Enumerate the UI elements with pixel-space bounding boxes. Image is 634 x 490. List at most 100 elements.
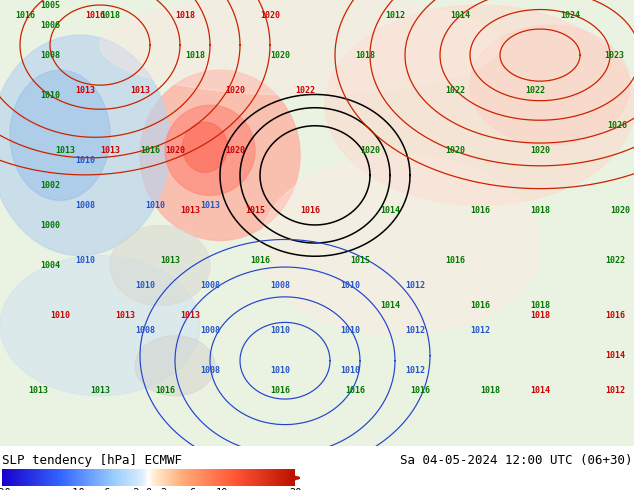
Ellipse shape — [100, 0, 500, 95]
Text: 1013: 1013 — [160, 256, 180, 265]
Text: 1016: 1016 — [470, 301, 490, 310]
Text: 1000: 1000 — [40, 221, 60, 230]
Text: 1026: 1026 — [607, 121, 627, 130]
Text: 1013: 1013 — [180, 206, 200, 215]
Text: 1018: 1018 — [530, 206, 550, 215]
Text: 6: 6 — [190, 488, 195, 490]
Text: 1018: 1018 — [530, 311, 550, 320]
Text: 1008: 1008 — [200, 281, 220, 290]
Text: 1010: 1010 — [145, 201, 165, 210]
Text: -2: -2 — [127, 488, 140, 490]
Text: 1015: 1015 — [245, 206, 265, 215]
Text: 1012: 1012 — [405, 366, 425, 375]
Text: 1020: 1020 — [260, 10, 280, 20]
Text: 1014: 1014 — [605, 351, 625, 360]
Text: 1010: 1010 — [340, 281, 360, 290]
Text: 1010: 1010 — [340, 326, 360, 335]
Text: 1008: 1008 — [75, 201, 95, 210]
Text: 1018: 1018 — [185, 50, 205, 60]
Text: 1018: 1018 — [530, 301, 550, 310]
Text: 1013: 1013 — [75, 86, 95, 95]
Text: 1010: 1010 — [50, 311, 70, 320]
Text: 1010: 1010 — [270, 366, 290, 375]
Ellipse shape — [0, 255, 200, 396]
Text: 1020: 1020 — [225, 146, 245, 155]
Ellipse shape — [10, 70, 110, 200]
Text: 1008: 1008 — [135, 326, 155, 335]
Ellipse shape — [183, 122, 228, 172]
Text: 1010: 1010 — [340, 366, 360, 375]
Text: 1020: 1020 — [225, 86, 245, 95]
Text: 1020: 1020 — [610, 206, 630, 215]
Text: 1016: 1016 — [605, 311, 625, 320]
Text: 1020: 1020 — [360, 146, 380, 155]
Text: 1010: 1010 — [135, 281, 155, 290]
Text: 1020: 1020 — [445, 146, 465, 155]
Text: 1012: 1012 — [405, 326, 425, 335]
Text: 1010: 1010 — [40, 91, 60, 99]
Text: SLP tendency [hPa] ECMWF: SLP tendency [hPa] ECMWF — [2, 454, 182, 467]
Text: 1014: 1014 — [450, 10, 470, 20]
Text: 1008: 1008 — [200, 326, 220, 335]
Text: 1016: 1016 — [445, 256, 465, 265]
Text: 1018: 1018 — [480, 386, 500, 395]
Text: 1018: 1018 — [355, 50, 375, 60]
Text: 1022: 1022 — [525, 86, 545, 95]
Text: 1016: 1016 — [345, 386, 365, 395]
Text: 1012: 1012 — [470, 326, 490, 335]
Ellipse shape — [470, 25, 630, 146]
Text: 1016: 1016 — [85, 10, 105, 20]
Text: 1014: 1014 — [380, 206, 400, 215]
Text: 1016: 1016 — [155, 386, 175, 395]
Text: 1023: 1023 — [604, 50, 624, 60]
Ellipse shape — [260, 155, 540, 336]
Text: 1020: 1020 — [270, 50, 290, 60]
Text: 1022: 1022 — [295, 86, 315, 95]
Ellipse shape — [165, 105, 255, 196]
Text: 1013: 1013 — [115, 311, 135, 320]
Text: 1015: 1015 — [350, 256, 370, 265]
Text: 1008: 1008 — [200, 366, 220, 375]
Text: 1008: 1008 — [40, 50, 60, 60]
Text: 1013: 1013 — [100, 146, 120, 155]
Text: 1013: 1013 — [200, 201, 220, 210]
Text: 1012: 1012 — [605, 386, 625, 395]
Text: 1016: 1016 — [15, 10, 35, 20]
Text: 1016: 1016 — [410, 386, 430, 395]
Text: 1013: 1013 — [130, 86, 150, 95]
Text: 1013: 1013 — [55, 146, 75, 155]
Text: 1022: 1022 — [605, 256, 625, 265]
Text: 1016: 1016 — [470, 206, 490, 215]
Text: 1013: 1013 — [28, 386, 48, 395]
Text: 1010: 1010 — [75, 256, 95, 265]
Text: 1012: 1012 — [405, 281, 425, 290]
Text: 1016: 1016 — [140, 146, 160, 155]
Text: 1016: 1016 — [270, 386, 290, 395]
Text: 1014: 1014 — [380, 301, 400, 310]
Text: 20: 20 — [288, 488, 301, 490]
Text: 1024: 1024 — [560, 10, 580, 20]
Text: 1022: 1022 — [445, 86, 465, 95]
Ellipse shape — [0, 35, 170, 255]
Ellipse shape — [325, 5, 634, 205]
Text: 1016: 1016 — [300, 206, 320, 215]
Text: 1020: 1020 — [165, 146, 185, 155]
Text: 10: 10 — [216, 488, 228, 490]
Text: 1010: 1010 — [75, 156, 95, 165]
Text: 1005: 1005 — [40, 0, 60, 9]
Text: 1013: 1013 — [90, 386, 110, 395]
Ellipse shape — [135, 336, 215, 396]
Ellipse shape — [110, 225, 210, 306]
Text: 1018: 1018 — [100, 10, 120, 20]
Text: 1008: 1008 — [270, 281, 290, 290]
Text: Sa 04-05-2024 12:00 UTC (06+30): Sa 04-05-2024 12:00 UTC (06+30) — [399, 454, 632, 467]
Text: 2: 2 — [160, 488, 166, 490]
Text: -10: -10 — [66, 488, 84, 490]
Text: -20: -20 — [0, 488, 11, 490]
Text: 1006: 1006 — [40, 21, 60, 29]
Text: 1004: 1004 — [40, 261, 60, 270]
Ellipse shape — [140, 70, 300, 241]
Text: 1018: 1018 — [175, 10, 195, 20]
Text: 1002: 1002 — [40, 181, 60, 190]
Text: 1012: 1012 — [385, 10, 405, 20]
